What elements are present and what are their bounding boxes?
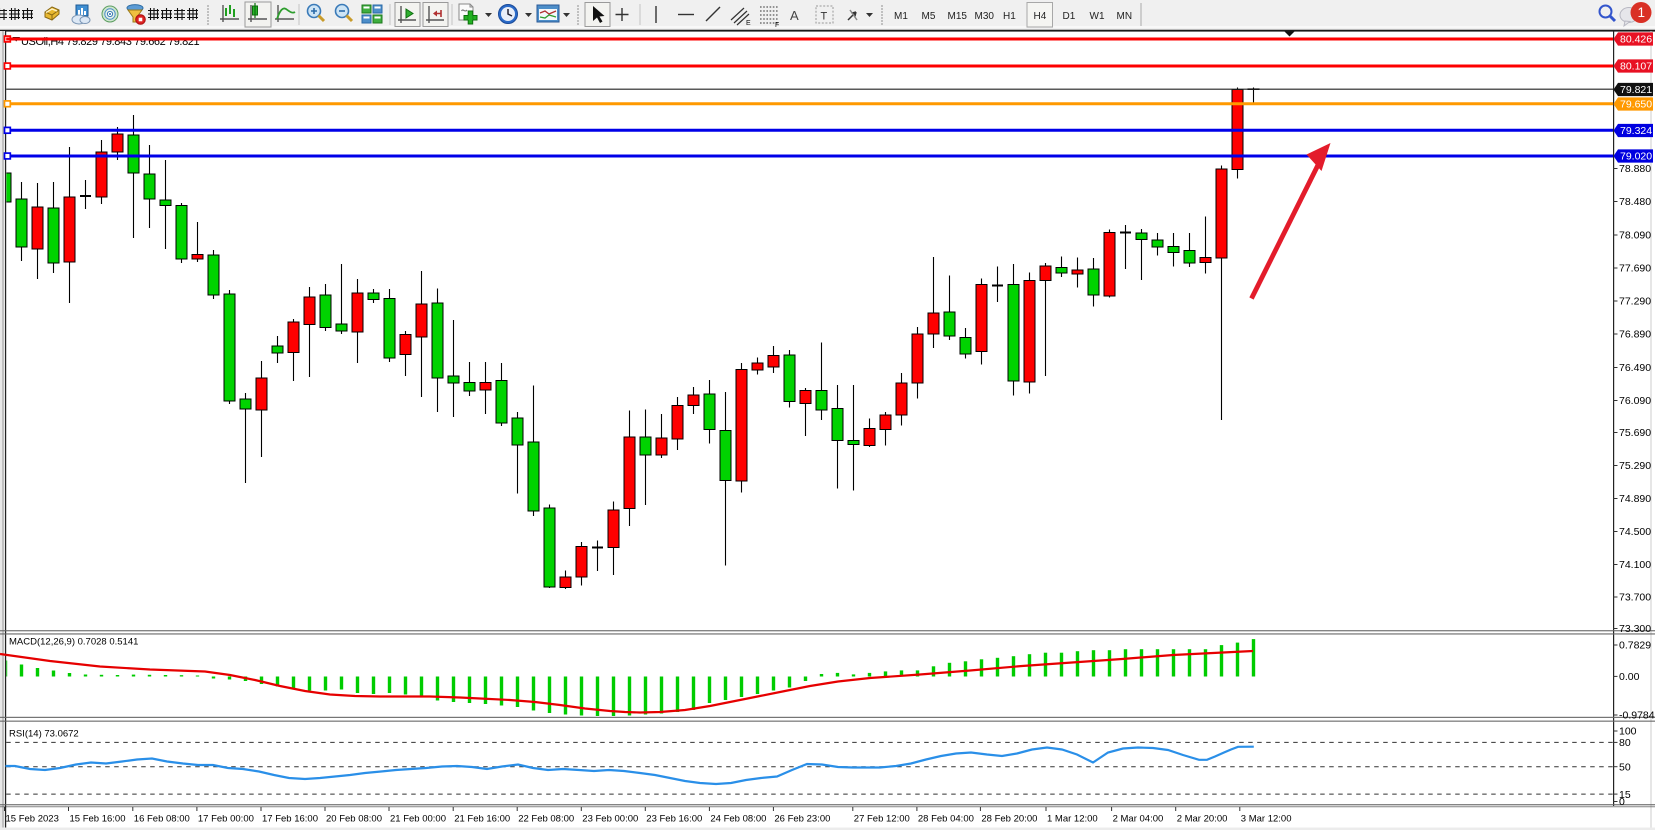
svg-text:M5: M5 [922,11,936,22]
svg-text:76.490: 76.490 [1619,362,1651,374]
svg-text:0.7829: 0.7829 [1619,640,1651,652]
svg-text:0: 0 [1619,796,1625,808]
svg-text:15 Feb 16:00: 15 Feb 16:00 [70,814,126,825]
svg-text:17 Feb 00:00: 17 Feb 00:00 [198,814,254,825]
svg-text:MACD(12,26,9) 0.7028 0.5141: MACD(12,26,9) 0.7028 0.5141 [9,637,138,648]
svg-text:75.690: 75.690 [1619,427,1651,439]
svg-text:3 Mar 12:00: 3 Mar 12:00 [1241,814,1292,825]
svg-text:79.324: 79.324 [1620,125,1652,137]
svg-text:-0.9784: -0.9784 [1619,710,1655,722]
svg-text:26 Feb 23:00: 26 Feb 23:00 [774,814,830,825]
svg-text:1 Mar 12:00: 1 Mar 12:00 [1047,814,1098,825]
svg-text:M1: M1 [894,11,908,22]
svg-text:24 Feb 08:00: 24 Feb 08:00 [710,814,766,825]
svg-text:D1: D1 [1063,11,1076,22]
svg-text:20 Feb 08:00: 20 Feb 08:00 [326,814,382,825]
svg-text:H4: H4 [1034,11,1047,22]
svg-text:A: A [790,8,799,23]
svg-text:80.426: 80.426 [1620,34,1652,46]
svg-text:0.00: 0.00 [1619,671,1640,683]
svg-text:28 Feb 20:00: 28 Feb 20:00 [981,814,1037,825]
svg-text:80: 80 [1619,737,1631,749]
svg-text:2 Mar 20:00: 2 Mar 20:00 [1177,814,1228,825]
svg-text:50: 50 [1619,761,1631,773]
svg-text:74.500: 74.500 [1619,526,1651,538]
svg-text:79.650: 79.650 [1620,99,1652,111]
svg-text:2 Mar 04:00: 2 Mar 04:00 [1113,814,1164,825]
svg-text:73.300: 73.300 [1619,623,1651,635]
svg-text:22 Feb 08:00: 22 Feb 08:00 [518,814,574,825]
svg-text:M30: M30 [975,11,995,22]
svg-text:77.690: 77.690 [1619,263,1651,275]
svg-text:27 Feb 12:00: 27 Feb 12:00 [854,814,910,825]
svg-text:79.821: 79.821 [1620,84,1652,96]
svg-text:28 Feb 04:00: 28 Feb 04:00 [918,814,974,825]
svg-text:23 Feb 00:00: 23 Feb 00:00 [582,814,638,825]
svg-text:78.880: 78.880 [1619,163,1651,175]
svg-text:74.890: 74.890 [1619,493,1651,505]
svg-text:RSI(14) 73.0672: RSI(14) 73.0672 [9,729,79,740]
svg-text:E: E [746,20,751,27]
svg-text:16 Feb 08:00: 16 Feb 08:00 [134,814,190,825]
svg-text:76.090: 76.090 [1619,395,1651,407]
svg-text:T: T [821,11,828,23]
svg-text:1: 1 [1638,5,1646,20]
svg-text:15 Feb 2023: 15 Feb 2023 [6,814,59,825]
svg-text:17 Feb 16:00: 17 Feb 16:00 [262,814,318,825]
svg-text:23 Feb 16:00: 23 Feb 16:00 [646,814,702,825]
svg-text:100: 100 [1619,726,1637,738]
svg-text:H1: H1 [1003,11,1016,22]
svg-text:15: 15 [1619,789,1631,801]
svg-text:80.107: 80.107 [1620,61,1652,73]
svg-text:MN: MN [1117,11,1133,22]
svg-text:74.100: 74.100 [1619,559,1651,571]
svg-text:M15: M15 [948,11,968,22]
svg-text:73.700: 73.700 [1619,592,1651,604]
svg-text:79.020: 79.020 [1620,151,1652,163]
svg-text:78.090: 78.090 [1619,230,1651,242]
svg-text:W1: W1 [1090,11,1105,22]
svg-text:F: F [775,22,779,29]
svg-text:21 Feb 16:00: 21 Feb 16:00 [454,814,510,825]
svg-text:21 Feb 00:00: 21 Feb 00:00 [390,814,446,825]
svg-text:78.480: 78.480 [1619,196,1651,208]
svg-text:76.890: 76.890 [1619,329,1651,341]
svg-text:75.290: 75.290 [1619,460,1651,472]
svg-text:77.290: 77.290 [1619,296,1651,308]
